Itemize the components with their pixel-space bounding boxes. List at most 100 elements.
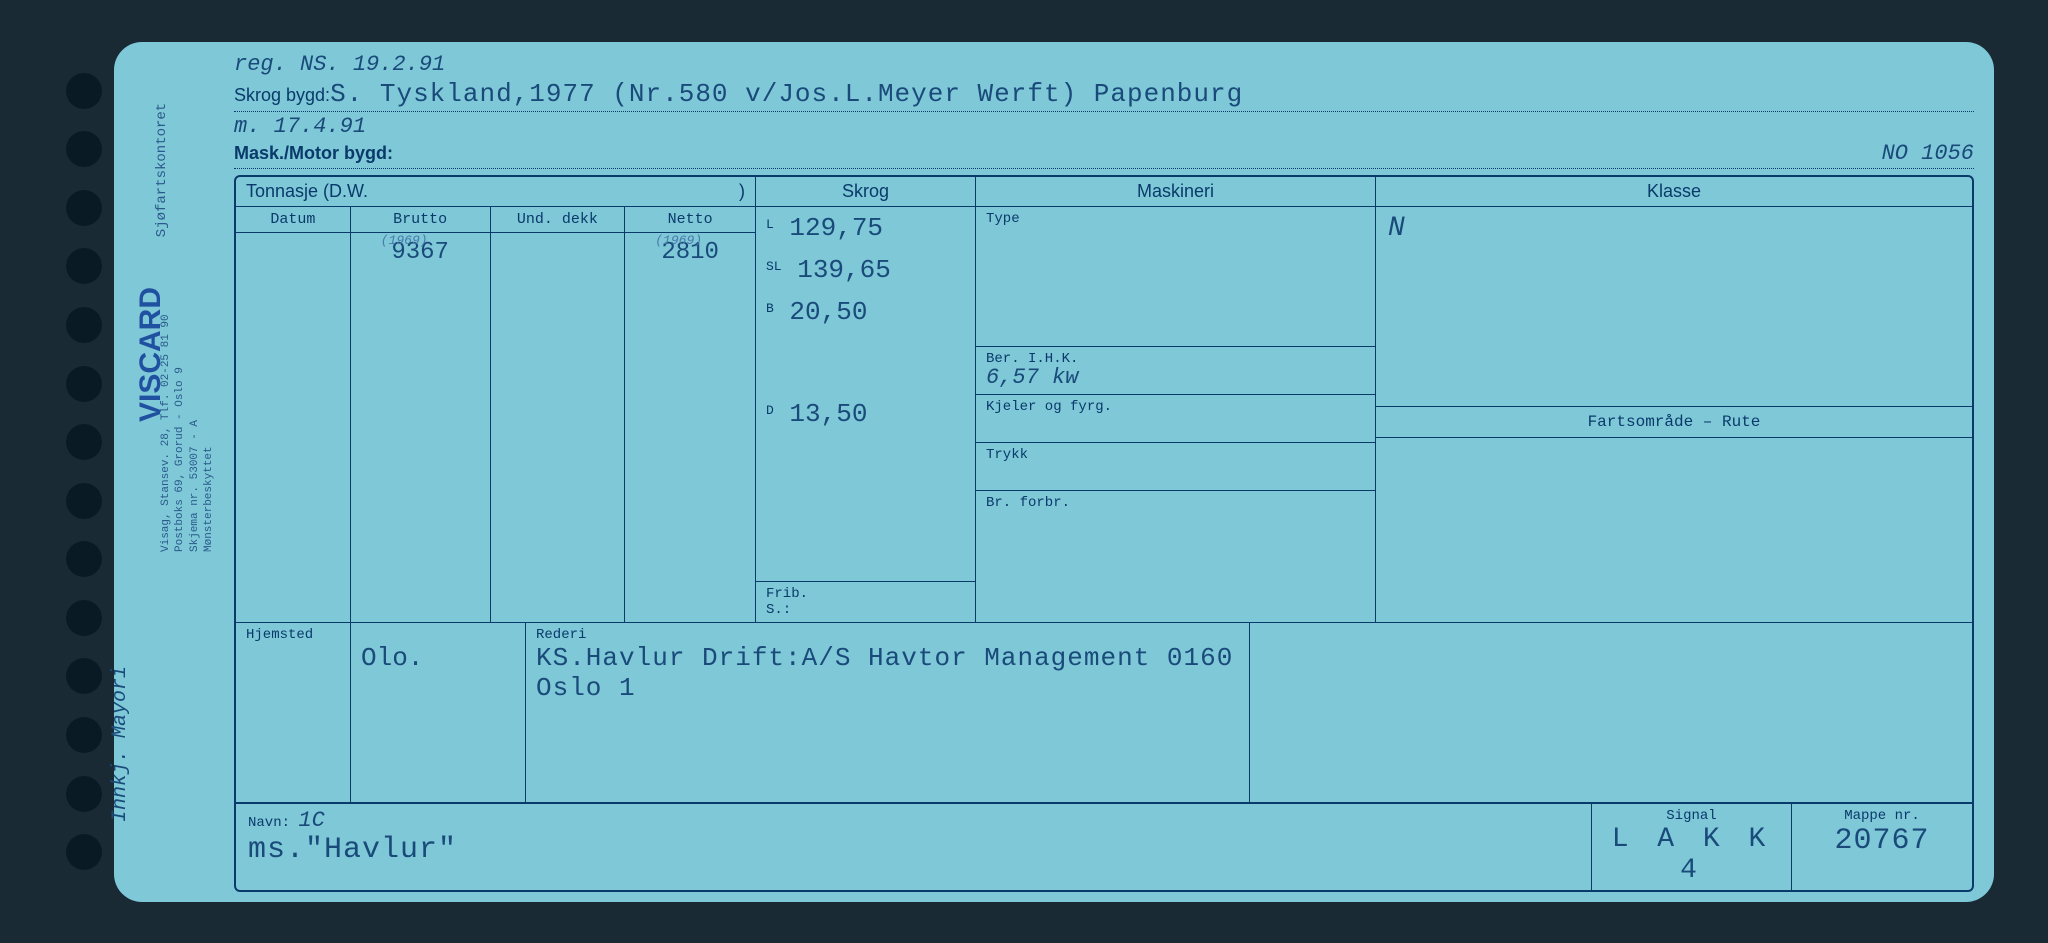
skrog-L: L 129,75 — [756, 207, 975, 249]
navn-note: 1C — [298, 808, 324, 833]
motor-bygd-row: Mask./Motor bygd: NO 1056 — [234, 141, 1974, 169]
tonnasje-close: ) — [739, 181, 745, 202]
skrog-D: D 13,50 — [756, 393, 975, 435]
skrog-spacer — [756, 333, 975, 393]
skrog-header: Skrog — [756, 177, 976, 207]
klasse-column: N Fartsområde – Rute — [1376, 207, 1972, 622]
navn-label-text: Navn: — [248, 815, 290, 831]
tonnasje-label: Tonnasje (D.W. — [246, 181, 368, 202]
col-netto: Netto — [625, 207, 755, 232]
klasse-header: Klasse — [1376, 177, 1972, 207]
signal-cell: Signal L A K K 4 — [1592, 804, 1792, 890]
hole — [66, 483, 102, 519]
ihk-value: 6,57 kw — [986, 365, 1078, 390]
hole — [66, 776, 102, 812]
hole — [66, 131, 102, 167]
empty-cell — [625, 283, 755, 622]
val-D: 13,50 — [789, 399, 867, 429]
hjemsted-value-cell: Olo. — [351, 623, 526, 802]
skrog-bygd-row: Skrog bygd: S. Tyskland,1977 (Nr.580 v/J… — [234, 79, 1974, 112]
rederi-cell: Rederi KS.Havlur Drift:A/S Havtor Manage… — [526, 623, 1250, 802]
hole — [66, 307, 102, 343]
col-brutto: Brutto — [351, 207, 491, 232]
viscard-address: Visag, Stansev. 28, Tlf. 02-25 81 90 Pos… — [159, 314, 216, 552]
tonnasje-header: Tonnasje (D.W. ) — [236, 177, 756, 207]
card-content: reg. NS. 19.2.91 Skrog bygd: S. Tyskland… — [234, 52, 1974, 892]
prefix-D: D — [766, 403, 774, 418]
br-label: Br. forbr. — [986, 495, 1070, 511]
val-SL: 139,65 — [797, 255, 891, 285]
navn-label: Navn: 1C — [248, 808, 1579, 833]
main-table: Tonnasje (D.W. ) Skrog Maskineri Klasse … — [234, 175, 1974, 892]
side-handwritten-note: Innkj. Mayori — [109, 665, 132, 821]
navn-cell: Navn: 1C ms."Havlur" — [236, 804, 1592, 890]
skjema-nr: Skjema nr. 53007 - A — [189, 419, 201, 551]
mappe-label: Mappe nr. — [1804, 808, 1960, 824]
bottom-row: Navn: 1C ms."Havlur" Signal L A K K 4 Ma… — [236, 802, 1972, 890]
hjemsted-right-empty — [1250, 623, 1973, 802]
rederi-value: KS.Havlur Drift:A/S Havtor Management 01… — [536, 643, 1233, 703]
klasse-value-cell: N — [1376, 207, 1972, 407]
punch-holes — [54, 42, 114, 902]
prefix-SL: SL — [766, 259, 782, 274]
hole — [66, 73, 102, 109]
val-L: 129,75 — [789, 213, 883, 243]
card-wrapper: Innkj. Mayori VISCARD Visag, Stansev. 28… — [54, 42, 1994, 902]
hole — [66, 600, 102, 636]
viscard-addr-1: Visag, Stansev. 28, Tlf. 02-25 81 90 — [160, 314, 172, 552]
hjemsted-label-cell: Hjemsted — [236, 623, 351, 802]
val-B: 20,50 — [789, 297, 867, 327]
tonnasje-row-1: (1969) 9367 (1969) 2810 — [236, 233, 755, 283]
skrog-B: B 20,50 — [756, 291, 975, 333]
kjeler-cell: Kjeler og fyrg. — [976, 395, 1375, 443]
signal-label: Signal — [1604, 808, 1779, 824]
maskineri-header: Maskineri — [976, 177, 1376, 207]
mappe-value: 20767 — [1834, 824, 1929, 858]
empty-cell — [491, 283, 626, 622]
skrog-column: L 129,75 SL 139,65 B 20,50 — [756, 207, 976, 622]
netto-val: (1969) 2810 — [625, 233, 755, 283]
s-label: S.: — [766, 602, 791, 618]
frib-block: Frib. S.: — [756, 581, 975, 622]
skrog-bygd-label: Skrog bygd: — [234, 85, 330, 106]
index-card: Innkj. Mayori VISCARD Visag, Stansev. 28… — [114, 42, 1994, 902]
prefix-B: B — [766, 301, 774, 316]
datum-val — [236, 233, 351, 283]
maskineri-column: Type Ber. I.H.K. 6,57 kw Kjeler og fyrg.… — [976, 207, 1376, 622]
hjemsted-label: Hjemsted — [246, 627, 313, 643]
tonnasje-column: Datum Brutto Und. dekk Netto (1969) 9367 — [236, 207, 756, 622]
ref-number: NO 1056 — [1882, 141, 1974, 166]
col-datum: Datum — [236, 207, 351, 232]
br-cell: Br. forbr. — [976, 491, 1375, 539]
navn-value: ms."Havlur" — [248, 833, 457, 867]
hole — [66, 248, 102, 284]
hole — [66, 717, 102, 753]
fartsomrade-empty — [1376, 438, 1972, 622]
klasse-value: N — [1388, 213, 1405, 244]
brutto-note: (1969) — [381, 233, 428, 248]
ihk-cell: Ber. I.H.K. 6,57 kw — [976, 347, 1375, 395]
hjemsted-value: Olo. — [361, 643, 423, 673]
fartsomrade-label: Fartsområde – Rute — [1376, 407, 1972, 438]
tonnasje-subheader: Datum Brutto Und. dekk Netto — [236, 207, 755, 233]
mappe-cell: Mappe nr. 20767 — [1792, 804, 1972, 890]
empty-cell — [351, 283, 491, 622]
netto-note: (1969) — [655, 233, 702, 248]
table-header-row: Tonnasje (D.W. ) Skrog Maskineri Klasse — [236, 177, 1972, 207]
frib-label: Frib. — [766, 586, 808, 602]
signal-value: L A K K 4 — [1612, 824, 1772, 886]
trykk-label: Trykk — [986, 447, 1028, 463]
skrog-bygd-value: S. Tyskland,1977 (Nr.580 v/Jos.L.Meyer W… — [330, 79, 1243, 109]
col-und-dekk: Und. dekk — [491, 207, 626, 232]
empty-cell — [236, 283, 351, 622]
hole — [66, 190, 102, 226]
tonnasje-empty-rows — [236, 283, 755, 622]
kjeler-label: Kjeler og fyrg. — [986, 399, 1112, 415]
sjoefart-label: Sjøfartskontoret — [154, 102, 170, 236]
viscard-addr-2: Postboks 69, Grorud - Oslo 9 — [174, 367, 186, 552]
hole — [66, 541, 102, 577]
hole — [66, 834, 102, 870]
type-cell: Type — [976, 207, 1375, 347]
rederi-label: Rederi — [536, 627, 1239, 643]
monster: Mønsterbeskyttet — [203, 446, 215, 552]
